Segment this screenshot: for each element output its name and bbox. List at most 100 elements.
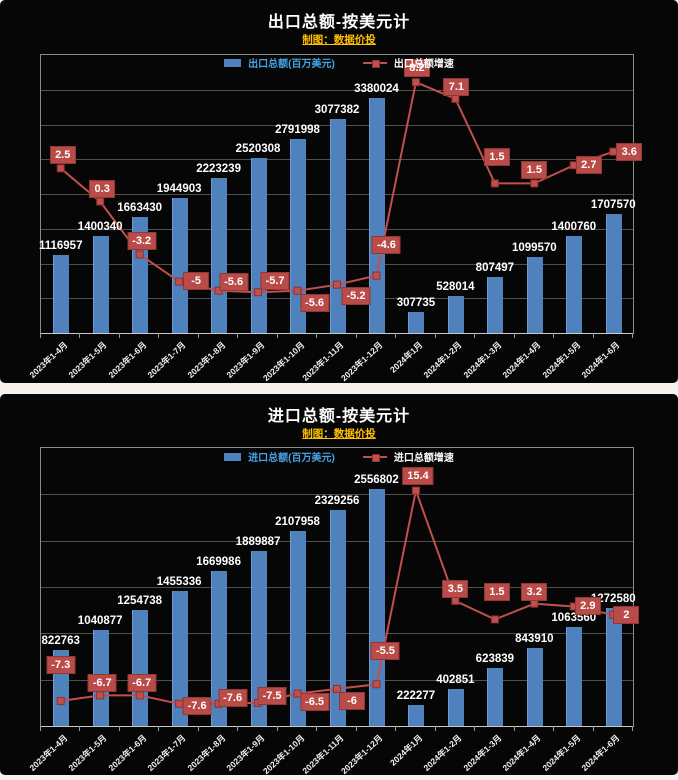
bar (526, 648, 543, 726)
line-marker-icon (56, 696, 65, 705)
line-value-label: -7.6 (182, 696, 212, 715)
x-axis-tick (237, 726, 239, 731)
line-value-label: -7.6 (218, 688, 248, 707)
x-axis-tick (513, 333, 515, 338)
bar (447, 296, 464, 333)
x-axis-tick (592, 333, 594, 338)
bar-value-label: 1254738 (117, 595, 163, 607)
line-value-label: 7.1 (443, 77, 470, 96)
line-marker-icon (490, 615, 499, 624)
bar (487, 277, 504, 333)
export-plot-area: 1116957 1400340 1663430 1944903 2223239 25203… (39, 54, 643, 334)
x-axis-tick (197, 726, 199, 731)
x-axis-label: 2023年1-8月 (185, 339, 228, 380)
x-axis-tick (118, 726, 120, 731)
bar (447, 689, 464, 726)
x-axis-label: 2024年1-3月 (461, 732, 504, 773)
line-marker-icon (411, 78, 420, 87)
line-marker-icon (56, 164, 65, 173)
line-value-label: 15.4 (402, 466, 434, 485)
line-value-label: 1.5 (521, 161, 548, 180)
bar-value-label: 843910 (515, 633, 554, 645)
line-marker-icon (490, 179, 499, 188)
line-value-label: -6 (339, 691, 365, 710)
export-chart-panel: 出口总额-按美元计 制图：数据价投 出口总额(百万美元) 出口总额增速 1116… (0, 0, 678, 383)
x-axis-label: 2023年1-4月 (27, 732, 70, 773)
x-axis-tick (355, 726, 357, 731)
line-value-label: 1.5 (483, 583, 510, 602)
x-axis-tick (237, 333, 239, 338)
gridline (41, 89, 633, 91)
line-marker-icon (372, 271, 381, 280)
x-axis-tick (632, 726, 633, 731)
x-axis-label: 2023年1-5月 (66, 339, 109, 380)
bar-value-label: 402851 (436, 674, 475, 686)
bar-value-label: 1400340 (77, 221, 123, 233)
line-marker-icon (96, 197, 105, 206)
line-value-label: -5.6 (300, 293, 330, 312)
x-axis-label: 2023年1-8月 (185, 732, 228, 773)
import-chart-panel: 进口总额-按美元计 制图：数据价投 进口总额(百万美元) 进口总额增速 8227… (0, 394, 678, 775)
x-axis-label: 2023年1-7月 (145, 732, 188, 773)
bar (408, 705, 425, 726)
x-axis-label: 2024年1-4月 (500, 732, 543, 773)
line-value-label: -6.5 (300, 692, 330, 711)
x-axis-tick (40, 333, 41, 338)
bar (408, 312, 425, 333)
import-credit-link[interactable]: 制图：数据价投 (302, 428, 376, 440)
x-axis-tick (553, 726, 555, 731)
x-axis-tick (395, 333, 397, 338)
bar (566, 627, 583, 726)
bar (92, 236, 109, 333)
line-value-label: -5.2 (341, 286, 371, 305)
x-axis-tick (474, 726, 476, 731)
bar-value-label: 2520308 (235, 143, 281, 155)
x-axis-tick (316, 333, 318, 338)
x-axis-label: 2023年1-12月 (339, 339, 385, 383)
line-marker-icon (175, 699, 184, 708)
x-axis-label: 2024年1月 (387, 732, 425, 768)
bar-value-label: 1040877 (77, 615, 123, 627)
x-axis-label: 2023年1-4月 (27, 339, 70, 380)
x-axis-label: 2024年1-2月 (421, 339, 464, 380)
line-marker-icon (333, 280, 341, 289)
export-credit-link[interactable]: 制图：数据价投 (302, 34, 376, 46)
bar-value-label: 1669986 (196, 556, 241, 568)
gridline (41, 494, 633, 496)
bar (171, 591, 188, 726)
x-axis-label: 2024年1-3月 (461, 339, 504, 380)
x-axis-tick (632, 333, 633, 338)
panel-separator (0, 383, 678, 394)
line-value-label: -7.3 (46, 655, 76, 674)
x-axis-label: 2024年1-4月 (500, 339, 543, 380)
x-axis-label: 2023年1-6月 (106, 339, 149, 380)
bar (171, 198, 188, 333)
bar-value-label: 822763 (41, 635, 80, 647)
bar (605, 608, 622, 726)
x-axis-tick (316, 726, 318, 731)
line-value-label: -6.7 (87, 674, 117, 693)
bar-value-label: 1272580 (590, 593, 636, 605)
bar-value-label: 1944903 (156, 183, 202, 195)
bar-value-label: 2791998 (275, 124, 320, 136)
line-marker-icon (333, 684, 341, 693)
bar (211, 571, 228, 726)
bar-value-label: 222277 (396, 690, 436, 702)
line-marker-icon (135, 691, 144, 700)
line-marker-icon (451, 94, 460, 103)
line-marker-icon (214, 286, 223, 295)
line-value-label: 0.3 (89, 179, 116, 198)
line-value-label: -4.6 (371, 235, 401, 254)
bar-value-label: 528014 (436, 281, 475, 293)
x-axis-tick (158, 726, 160, 731)
line-value-label: 2.9 (574, 597, 601, 616)
bar-value-label: 3077382 (314, 104, 360, 116)
bar (566, 236, 583, 333)
x-axis-label: 2023年1-10月 (260, 339, 307, 383)
import-plot-area: 822763 1040877 1254738 1455336 1669986 188988… (40, 447, 640, 727)
line-marker-icon (530, 179, 539, 188)
x-axis-tick (513, 726, 515, 731)
line-marker-icon (135, 250, 144, 259)
x-axis-tick (197, 333, 199, 338)
bar-value-label: 1707570 (590, 199, 636, 211)
